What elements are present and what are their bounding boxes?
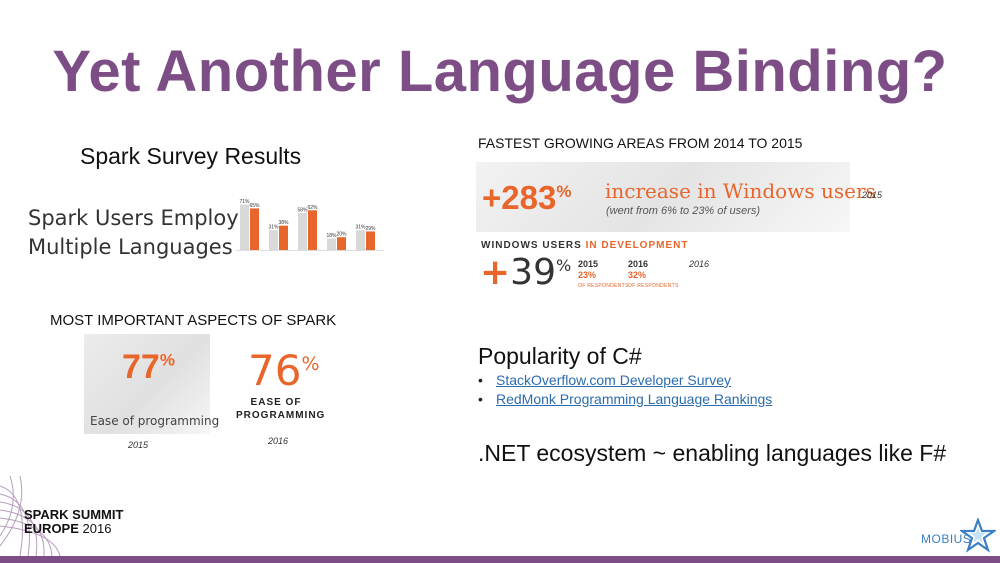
spark-summit-logo-icon — [0, 476, 61, 556]
aspect-year-2016: 2016 — [268, 436, 289, 446]
in-development-label: IN DEVELOPMENT — [585, 240, 689, 251]
aspects-heading: MOST IMPORTANT ASPECTS OF SPARK — [50, 312, 337, 329]
respondents-label: OF RESPONDENTS — [628, 283, 679, 289]
bullet: • — [478, 372, 483, 388]
windows-dev-value: 39 — [510, 252, 556, 293]
ease-label-2016-line2: PROGRAMMING — [236, 410, 326, 421]
bar-label: 38% — [278, 220, 289, 226]
windows-users-label: WINDOWS USERS — [481, 240, 586, 251]
ease-label-2016: EASE OF PROGRAMMING — [236, 396, 326, 422]
windows-growth-card — [476, 162, 850, 232]
bar — [356, 230, 365, 250]
bar — [269, 230, 278, 250]
dev-column-2015: 2015 23% OF RESPONDENTS — [578, 259, 629, 292]
ease-label-2016-line1: EASE OF — [250, 397, 302, 408]
ease-percent-2016: 76% — [248, 346, 320, 395]
windows-year-2015: 2015 — [862, 190, 883, 200]
percent-sign: % — [301, 353, 320, 375]
dev-value-2016: 32% — [628, 270, 647, 280]
bar-label: 20% — [336, 232, 347, 238]
multi-language-line2: Multiple Languages — [28, 235, 233, 259]
bar — [308, 210, 317, 250]
windows-year-2016: 2016 — [689, 259, 710, 269]
redmonk-rankings-link[interactable]: RedMonk Programming Language Rankings — [496, 391, 773, 407]
csharp-heading: Popularity of C# — [478, 343, 642, 369]
aspect-card-2015 — [84, 334, 210, 434]
survey-heading: Spark Survey Results — [80, 143, 302, 169]
bar — [250, 208, 259, 250]
language-bar-chart: 71%65%31%38%58% 62%18% 20%31% 29% — [236, 199, 384, 251]
dotnet-ecosystem-text: .NET ecosystem ~ enabling languages like… — [478, 440, 947, 466]
percent-sign: % — [556, 182, 572, 201]
bar-label: 31% — [268, 225, 279, 231]
spark-summit-wordmark: SPARK SUMMIT EUROPE 2016 — [24, 508, 123, 536]
bar-label: 31% — [355, 225, 366, 231]
ease-label-2015: Ease of programming — [90, 414, 220, 428]
windows-dev-percent: +39% — [480, 252, 571, 293]
bar-label: 29% — [365, 226, 376, 232]
multi-language-line1: Spark Users Employ — [28, 206, 239, 230]
ease-percent-2015-value: 77 — [122, 348, 160, 386]
dev-year-2015: 2015 — [578, 259, 599, 269]
reference-links: • StackOverflow.com Developer Survey • Red… — [478, 371, 772, 409]
bar-label: 18% — [326, 233, 337, 239]
respondents-label: OF RESPONDENTS — [578, 283, 629, 289]
percent-sign: % — [555, 256, 572, 275]
growing-areas-heading: FASTEST GROWING AREAS FROM 2014 TO 2015 — [478, 135, 803, 151]
summit-year: 2016 — [82, 521, 112, 536]
windows-dev-heading: WINDOWS USERS IN DEVELOPMENT — [481, 240, 688, 251]
bar — [366, 231, 375, 250]
mobius-star-icon — [960, 518, 996, 553]
link-item: • RedMonk Programming Language Rankings — [478, 390, 772, 409]
link-item: • StackOverflow.com Developer Survey — [478, 371, 772, 390]
plus-sign: + — [480, 252, 511, 293]
slide-title: Yet Another Language Binding? — [52, 39, 948, 104]
aspect-year-2015: 2015 — [128, 440, 149, 450]
windows-went-from: (went from 6% to 23% of users) — [606, 205, 761, 217]
bar — [240, 204, 249, 250]
dev-value-2015: 23% — [578, 270, 597, 280]
ease-percent-2015: 77% — [122, 348, 175, 387]
summit-line1: SPARK SUMMIT — [24, 507, 124, 522]
dev-column-2016: 2016 32% OF RESPONDENTS — [628, 259, 679, 292]
windows-growth-value: +283 — [482, 179, 557, 216]
bar-label: 71% — [239, 199, 250, 205]
mobius-wordmark: MOBIUS — [921, 532, 972, 546]
summit-line2: EUROPE 2016 — [24, 522, 123, 536]
bar-label: 65% — [249, 203, 260, 209]
percent-sign: % — [159, 350, 175, 370]
windows-growth-percent: +283% — [482, 179, 571, 217]
bar — [279, 225, 288, 250]
windows-increase-text: increase in Windows users — [605, 179, 876, 203]
ease-percent-2016-value: 76 — [248, 346, 302, 395]
stackoverflow-survey-link[interactable]: StackOverflow.com Developer Survey — [496, 372, 731, 388]
bar — [337, 237, 346, 250]
summit-europe: EUROPE — [24, 521, 79, 536]
bullet: • — [478, 391, 483, 407]
bar — [298, 212, 307, 250]
multi-language-caption: Spark Users Employ Multiple Languages — [28, 204, 239, 262]
bottom-accent-bar — [0, 556, 1000, 563]
bar-label: 58% — [297, 207, 308, 213]
bar-label: 62% — [307, 205, 318, 211]
bar — [327, 238, 336, 250]
dev-year-2016: 2016 — [628, 259, 649, 269]
